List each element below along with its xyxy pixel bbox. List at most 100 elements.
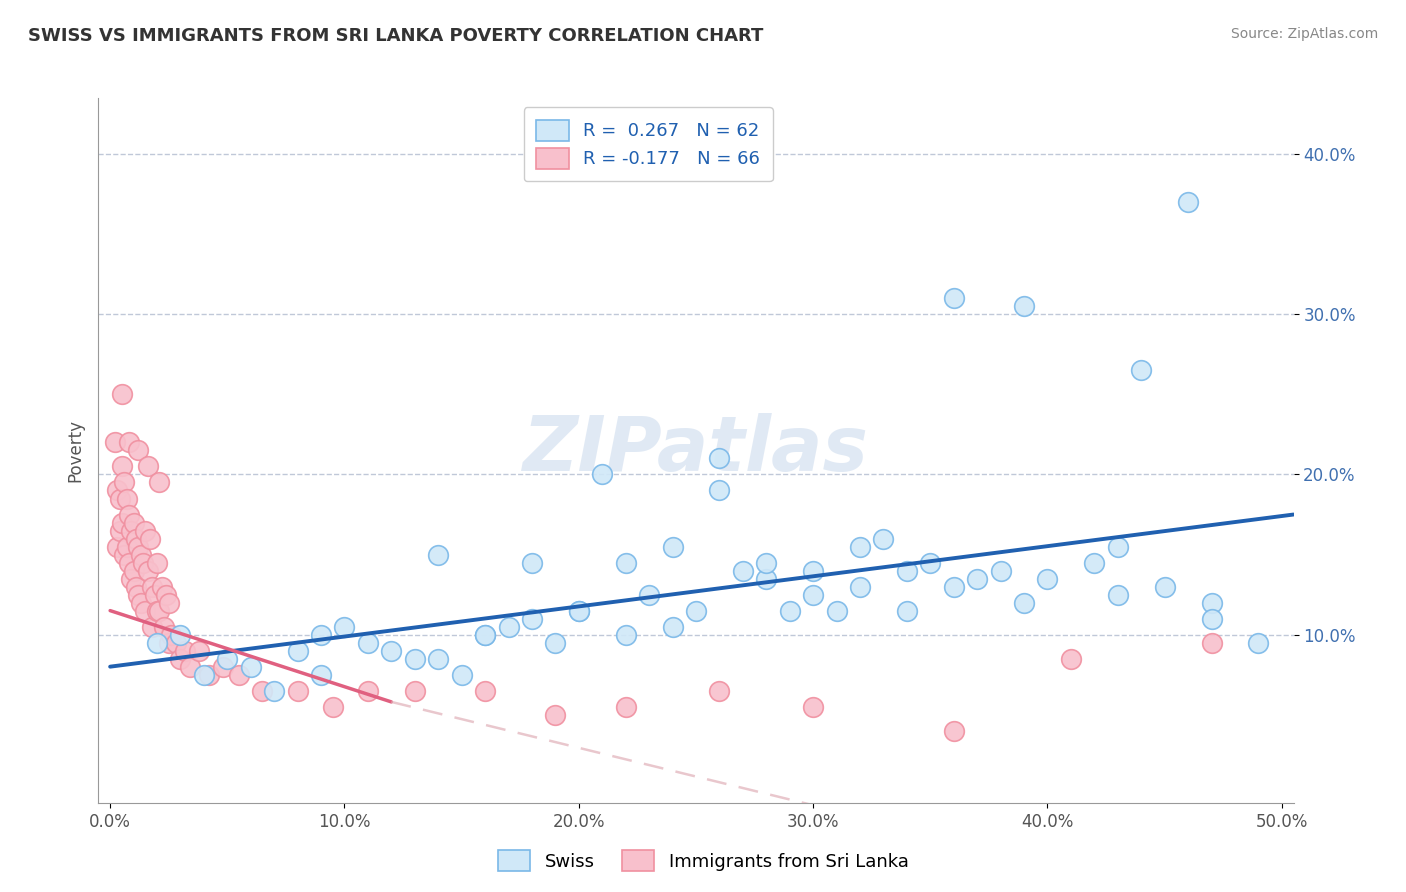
Point [197, 667, 219, 681]
Point [709, 683, 731, 698]
Point [129, 548, 152, 562]
Point [544, 707, 567, 722]
Point [920, 556, 942, 570]
Point [111, 459, 134, 474]
Point [520, 612, 543, 626]
Point [148, 604, 170, 618]
Point [122, 564, 145, 578]
Point [146, 604, 169, 618]
Legend: R =  0.267   N = 62, R = -0.177   N = 66: R = 0.267 N = 62, R = -0.177 N = 66 [523, 107, 773, 181]
Point [287, 683, 309, 698]
Point [520, 556, 543, 570]
Y-axis label: Poverty: Poverty [66, 419, 84, 482]
Point [1060, 651, 1083, 665]
Point [118, 435, 141, 450]
Point [322, 699, 344, 714]
Point [1107, 588, 1129, 602]
Point [638, 588, 661, 602]
Point [685, 604, 707, 618]
Point [896, 604, 918, 618]
Point [990, 564, 1012, 578]
Legend: Swiss, Immigrants from Sri Lanka: Swiss, Immigrants from Sri Lanka [491, 843, 915, 879]
Point [591, 467, 613, 482]
Point [188, 643, 211, 657]
Point [1130, 363, 1153, 377]
Point [942, 580, 965, 594]
Point [153, 619, 176, 633]
Point [115, 491, 138, 506]
Point [849, 540, 872, 554]
Point [709, 451, 731, 466]
Point [120, 572, 142, 586]
Point [849, 580, 872, 594]
Point [108, 491, 131, 506]
Point [309, 627, 332, 641]
Point [427, 548, 450, 562]
Point [450, 667, 472, 681]
Point [139, 532, 162, 546]
Point [157, 596, 180, 610]
Point [896, 564, 918, 578]
Point [614, 556, 637, 570]
Text: Source: ZipAtlas.com: Source: ZipAtlas.com [1230, 27, 1378, 41]
Point [1247, 635, 1270, 649]
Point [141, 619, 163, 633]
Point [120, 524, 142, 538]
Point [105, 540, 128, 554]
Point [1177, 195, 1199, 210]
Point [333, 619, 356, 633]
Point [165, 635, 187, 649]
Point [380, 643, 402, 657]
Point [614, 699, 637, 714]
Point [118, 556, 141, 570]
Point [125, 532, 148, 546]
Point [169, 651, 191, 665]
Point [125, 580, 148, 594]
Point [111, 516, 134, 530]
Point [1153, 580, 1175, 594]
Point [357, 683, 380, 698]
Point [357, 635, 380, 649]
Point [148, 475, 170, 490]
Point [132, 556, 155, 570]
Point [544, 635, 567, 649]
Point [228, 667, 250, 681]
Point [150, 580, 173, 594]
Point [118, 508, 141, 522]
Point [801, 588, 824, 602]
Point [193, 667, 215, 681]
Point [474, 683, 496, 698]
Point [134, 524, 156, 538]
Text: ZIPatlas: ZIPatlas [523, 414, 869, 487]
Point [1012, 596, 1035, 610]
Point [141, 580, 163, 594]
Point [942, 723, 965, 738]
Point [779, 604, 801, 618]
Point [122, 516, 145, 530]
Point [112, 548, 135, 562]
Point [568, 604, 591, 618]
Point [474, 627, 496, 641]
Point [1012, 299, 1035, 313]
Point [127, 443, 149, 458]
Point [287, 643, 309, 657]
Point [263, 683, 285, 698]
Point [104, 435, 127, 450]
Point [157, 635, 180, 649]
Point [661, 540, 683, 554]
Point [1201, 635, 1223, 649]
Point [661, 619, 683, 633]
Point [1201, 596, 1223, 610]
Point [112, 475, 135, 490]
Point [127, 588, 149, 602]
Point [252, 683, 274, 698]
Text: SWISS VS IMMIGRANTS FROM SRI LANKA POVERTY CORRELATION CHART: SWISS VS IMMIGRANTS FROM SRI LANKA POVER… [28, 27, 763, 45]
Point [129, 596, 152, 610]
Point [427, 651, 450, 665]
Point [239, 659, 262, 673]
Point [872, 532, 894, 546]
Point [217, 651, 239, 665]
Point [108, 524, 131, 538]
Point [755, 556, 778, 570]
Point [966, 572, 988, 586]
